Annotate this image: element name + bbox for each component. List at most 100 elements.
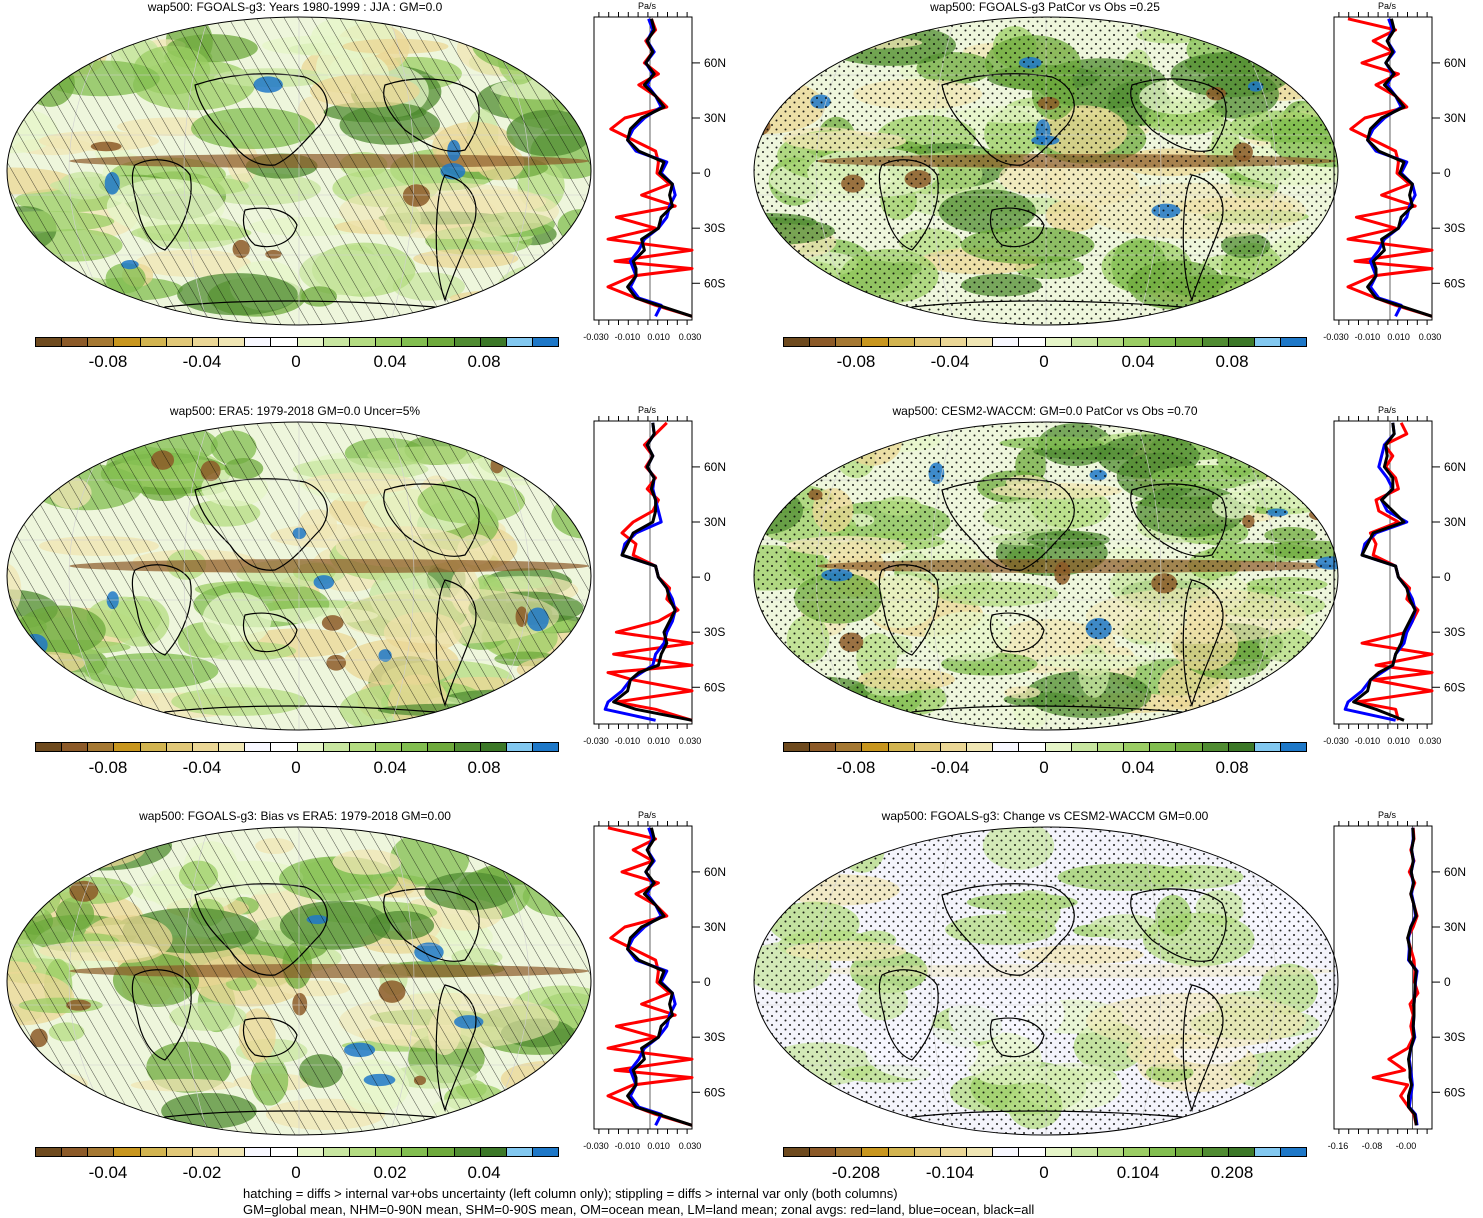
map-svg: [753, 421, 1339, 731]
field-patch: [51, 60, 66, 73]
series-all: [1366, 18, 1433, 318]
colorbar-swatch: [376, 743, 403, 751]
colorbar-swatch: [36, 743, 63, 751]
colorbar-swatch: [1280, 1148, 1307, 1156]
colorbar-swatch: [810, 338, 837, 346]
colorbar-swatch: [1228, 338, 1255, 346]
colorbar-swatch: [271, 1148, 298, 1156]
colorbar-swatch: [1045, 743, 1072, 751]
field-patch: [32, 26, 90, 59]
field-patch: [801, 828, 838, 870]
zonal-plot: Pa/s 60N 30N 0 30S 60S -0.030 -0.010 0.010 0.030: [1312, 404, 1482, 749]
series-all: [626, 827, 693, 1127]
zonal-plot: Pa/s 60N 30N 0 30S 60S -0.030 -0.010 0.010 0.030: [572, 404, 742, 749]
lat-label: 60N: [1444, 56, 1466, 70]
colorbar: [783, 1147, 1307, 1157]
colorbar-label: 0.208: [1210, 1163, 1254, 1182]
map-panel: [5, 15, 593, 327]
panel-title: wap500: FGOALS-g3: Years 1980-1999 : JJA…: [147, 0, 443, 14]
lat-label: 30N: [1444, 920, 1466, 934]
panel-title: wap500: FGOALS-g3 PatCor vs Obs =0.25: [930, 0, 1160, 14]
colorbar-swatch: [532, 743, 559, 751]
colorbar-swatch: [888, 1148, 915, 1156]
x-tick-label: -0.030: [583, 332, 609, 342]
colorbar-swatch: [36, 1148, 63, 1156]
colorbar-swatch: [810, 743, 837, 751]
lat-label: 60N: [704, 865, 726, 879]
colorbar-swatch: [1124, 743, 1151, 751]
colorbar-swatch: [914, 1148, 941, 1156]
colorbar-swatch: [480, 743, 507, 751]
colorbar-swatch: [836, 1148, 863, 1156]
colorbar-swatch: [967, 338, 994, 346]
colorbar-swatch: [532, 338, 559, 346]
colorbar-swatch: [506, 338, 533, 346]
lat-label: 0: [704, 166, 711, 180]
lat-label: 30N: [1444, 111, 1466, 125]
colorbar-label: 0: [291, 758, 301, 777]
colorbar-swatch: [36, 338, 63, 346]
colorbar-label: -0.04: [88, 1163, 128, 1182]
colorbar-swatch: [140, 338, 167, 346]
x-tick-label: 0.030: [1419, 736, 1442, 746]
colorbar-swatch: [376, 1148, 403, 1156]
colorbar-swatch: [349, 338, 377, 346]
lat-label: 0: [1444, 975, 1451, 989]
colorbar-label: -0.08: [88, 352, 128, 371]
map-border: [753, 16, 1339, 326]
field-patch: [1263, 682, 1294, 730]
field-patch: [7, 1094, 100, 1125]
colorbar-label: 0.02: [373, 1163, 407, 1182]
field-patch: [13, 1084, 56, 1117]
colorbar-swatch: [1045, 338, 1072, 346]
colorbar-swatch: [506, 1148, 533, 1156]
colorbar-label: 0.04: [1121, 352, 1155, 371]
x-tick-label: 0.010: [1387, 332, 1410, 342]
colorbar-swatch: [836, 743, 863, 751]
field-patch: [7, 50, 47, 104]
map-svg: [753, 16, 1339, 326]
colorbar-swatch: [114, 1148, 141, 1156]
lat-label: 30S: [1444, 221, 1465, 235]
colorbar-swatch: [192, 338, 220, 346]
colorbar-label: 0: [1039, 352, 1049, 371]
lat-label: 60S: [704, 680, 725, 694]
series-land: [606, 18, 694, 318]
unit-label: Pa/s: [1378, 810, 1397, 820]
colorbar-swatch: [62, 743, 89, 751]
colorbar-swatch: [1071, 1148, 1098, 1156]
colorbar-swatch: [914, 743, 941, 751]
zonal-svg: Pa/s 60N 30N 0 30S 60S -0.030 -0.010 0.010 0.030: [583, 810, 726, 1151]
colorbar-swatch: [888, 338, 915, 346]
hatching-overlay: [7, 17, 591, 325]
field-patch: [7, 473, 56, 491]
lat-label: 0: [1444, 166, 1451, 180]
field-patch: [7, 439, 76, 478]
field-patch: [7, 676, 52, 701]
lat-label: 60S: [704, 1085, 725, 1099]
unit-label: Pa/s: [1378, 405, 1397, 415]
colorbar-swatch: [1071, 743, 1098, 751]
field-patch: [7, 27, 100, 72]
x-tick-label: -0.030: [1323, 332, 1349, 342]
lat-label: 0: [1444, 570, 1451, 584]
map-panel: [5, 420, 593, 732]
colorbar-swatch: [376, 338, 403, 346]
colorbar-label: 0.08: [1215, 758, 1249, 777]
zonal-plot: Pa/s 60N 30N 0 30S 60S -0.030 -0.010 0.010 0.030: [572, 809, 742, 1154]
lat-label: 30N: [704, 111, 726, 125]
colorbar-swatch: [192, 1148, 220, 1156]
colorbar-label: 0: [1039, 1163, 1049, 1182]
field-patch: [530, 275, 576, 310]
colorbar-swatch: [993, 1148, 1020, 1156]
stippling-overlay: [754, 17, 1338, 325]
colorbar-swatch: [1150, 743, 1177, 751]
x-tick-label: 0.010: [1387, 736, 1410, 746]
colorbar-label: 0.04: [373, 758, 407, 777]
stippling-overlay: [754, 827, 1338, 1135]
lat-label: 30N: [704, 515, 726, 529]
series-all: [612, 422, 693, 722]
map-border: [6, 16, 592, 326]
map-svg: [753, 826, 1339, 1136]
colorbar-swatch: [1150, 338, 1177, 346]
